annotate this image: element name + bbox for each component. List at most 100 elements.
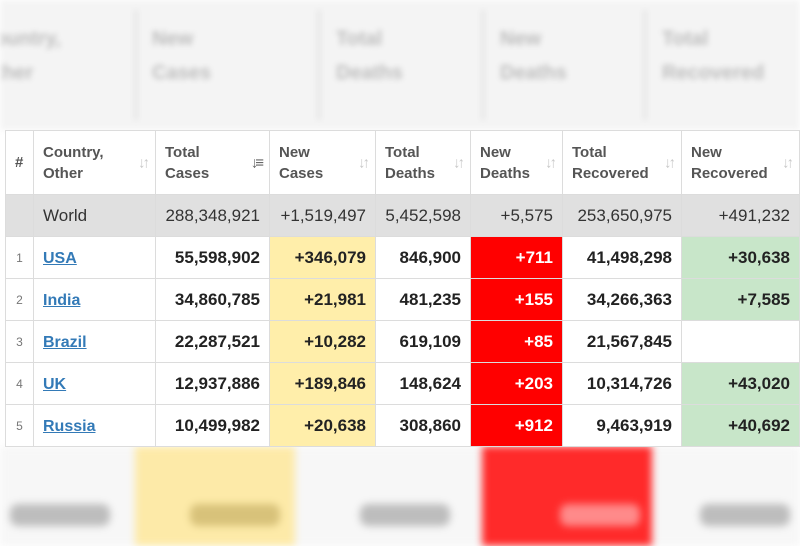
table-header-row: # Country, Other ↓↑ Total Cases ↓≡ New C…: [5, 130, 800, 195]
country-cell: UK: [33, 362, 156, 405]
total-recovered-cell: 253,650,975: [562, 194, 682, 237]
blurred-divider: [644, 10, 646, 120]
country-cell: World: [33, 194, 156, 237]
total-recovered-cell: 21,567,845: [562, 320, 682, 363]
new-deaths-cell: +85: [470, 320, 563, 363]
total-deaths-cell: 148,624: [375, 362, 471, 405]
new-recovered-cell: [681, 320, 800, 363]
header-label: New: [691, 143, 722, 161]
header-label: New: [279, 143, 310, 161]
rank-cell: 1: [5, 236, 34, 279]
rank-cell: 4: [5, 362, 34, 405]
total-recovered-cell: 10,314,726: [562, 362, 682, 405]
new-cases-cell: +21,981: [269, 278, 376, 321]
rank-cell: [5, 194, 34, 237]
sort-arrows-icon[interactable]: ↓↑: [453, 154, 465, 171]
table-row: 2 India 34,860,785 +21,981 481,235 +155 …: [5, 278, 800, 321]
total-recovered-cell: 34,266,363: [562, 278, 682, 321]
header-label: Recovered: [691, 164, 768, 182]
header-new-deaths[interactable]: New Deaths ↓↑: [470, 130, 563, 195]
sort-arrows-icon[interactable]: ↓↑: [664, 154, 676, 171]
new-deaths-cell: +203: [470, 362, 563, 405]
blurred-text: New: [500, 28, 542, 50]
country-cell: Russia: [33, 404, 156, 447]
total-cases-cell: 10,499,982: [155, 404, 270, 447]
sort-arrows-icon[interactable]: ↓↑: [545, 154, 557, 171]
header-label: Total: [572, 143, 607, 161]
new-recovered-cell: +43,020: [681, 362, 800, 405]
blurred-new-cases-band: [135, 446, 295, 546]
rank-cell: 5: [5, 404, 34, 447]
header-label: Country,: [43, 143, 104, 161]
new-deaths-cell: +155: [470, 278, 563, 321]
sort-arrows-icon[interactable]: ↓↑: [138, 154, 150, 171]
new-cases-cell: +189,846: [269, 362, 376, 405]
country-link-india[interactable]: India: [43, 291, 81, 309]
table-row: 1 USA 55,598,902 +346,079 846,900 +711 4…: [5, 236, 800, 279]
blurred-text: New: [152, 28, 194, 50]
blurred-text: Recovered: [662, 62, 765, 84]
new-deaths-cell: +5,575: [470, 194, 563, 237]
total-deaths-cell: 481,235: [375, 278, 471, 321]
total-cases-cell: 12,937,886: [155, 362, 270, 405]
sort-desc-icon[interactable]: ↓≡: [250, 154, 264, 171]
new-deaths-cell: +711: [470, 236, 563, 279]
header-label: Total: [165, 143, 200, 161]
total-deaths-cell: 619,109: [375, 320, 471, 363]
blurred-text: Country,: [0, 28, 61, 50]
new-recovered-cell: +40,692: [681, 404, 800, 447]
blurred-new-deaths-band: [482, 446, 652, 546]
new-cases-cell: +20,638: [269, 404, 376, 447]
rank-cell: 3: [5, 320, 34, 363]
table-row: 4 UK 12,937,886 +189,846 148,624 +203 10…: [5, 362, 800, 405]
country-cell: Brazil: [33, 320, 156, 363]
total-cases-cell: 22,287,521: [155, 320, 270, 363]
new-deaths-cell: +912: [470, 404, 563, 447]
blurred-background-top: Country, Other New Cases Total Deaths Ne…: [0, 0, 800, 130]
header-new-cases[interactable]: New Cases ↓↑: [269, 130, 376, 195]
sort-arrows-icon[interactable]: ↓↑: [358, 154, 370, 171]
header-label: Deaths: [480, 164, 531, 182]
blurred-text: [700, 504, 790, 526]
blurred-text: Deaths: [336, 62, 403, 84]
total-recovered-cell: 9,463,919: [562, 404, 682, 447]
total-cases-cell: 34,860,785: [155, 278, 270, 321]
header-new-recovered[interactable]: New Recovered ↓↑: [681, 130, 800, 195]
blurred-background-bottom: [0, 446, 800, 546]
blurred-text: Deaths: [500, 62, 567, 84]
blurred-text: Total: [662, 28, 709, 50]
blurred-divider: [482, 10, 484, 120]
header-label: Deaths: [385, 164, 436, 182]
world-total-row: World 288,348,921 +1,519,497 5,452,598 +…: [5, 194, 800, 237]
header-label: Recovered: [572, 164, 649, 182]
total-deaths-cell: 846,900: [375, 236, 471, 279]
header-total-deaths[interactable]: Total Deaths ↓↑: [375, 130, 471, 195]
country-link-usa[interactable]: USA: [43, 249, 77, 267]
header-label: Total: [385, 143, 420, 161]
blurred-text: Other: [0, 62, 34, 84]
new-recovered-cell: +7,585: [681, 278, 800, 321]
total-cases-cell: 55,598,902: [155, 236, 270, 279]
total-deaths-cell: 308,860: [375, 404, 471, 447]
total-deaths-cell: 5,452,598: [375, 194, 471, 237]
country-cell: USA: [33, 236, 156, 279]
country-link-brazil[interactable]: Brazil: [43, 333, 87, 351]
country-link-russia[interactable]: Russia: [43, 417, 96, 435]
header-total-cases[interactable]: Total Cases ↓≡: [155, 130, 270, 195]
header-label: New: [480, 143, 511, 161]
sort-arrows-icon[interactable]: ↓↑: [782, 154, 794, 171]
header-label: Other: [43, 164, 84, 182]
header-total-recovered[interactable]: Total Recovered ↓↑: [562, 130, 682, 195]
header-label: Cases: [165, 164, 210, 182]
header-rank[interactable]: #: [5, 130, 34, 195]
header-label: #: [15, 154, 24, 171]
blurred-divider: [318, 10, 320, 120]
new-cases-cell: +10,282: [269, 320, 376, 363]
total-recovered-cell: 41,498,298: [562, 236, 682, 279]
country-cell: India: [33, 278, 156, 321]
rank-cell: 2: [5, 278, 34, 321]
country-link-uk[interactable]: UK: [43, 375, 67, 393]
blurred-text: [360, 504, 450, 526]
total-cases-cell: 288,348,921: [155, 194, 270, 237]
header-country[interactable]: Country, Other ↓↑: [33, 130, 156, 195]
